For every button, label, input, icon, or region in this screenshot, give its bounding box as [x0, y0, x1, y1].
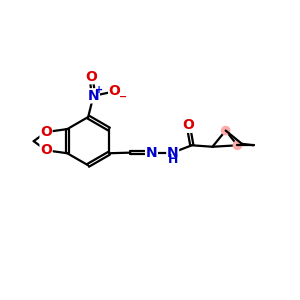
- Text: O: O: [85, 70, 97, 84]
- Text: O: O: [109, 84, 121, 98]
- Text: O: O: [40, 143, 52, 157]
- Text: −: −: [119, 92, 127, 101]
- Text: N: N: [167, 146, 178, 160]
- Text: +: +: [95, 85, 103, 95]
- Circle shape: [222, 126, 230, 135]
- Text: O: O: [182, 118, 194, 132]
- Text: O: O: [40, 125, 52, 139]
- Text: N: N: [146, 146, 157, 160]
- Text: H: H: [167, 153, 178, 166]
- Text: N: N: [88, 89, 99, 103]
- Circle shape: [233, 141, 242, 149]
